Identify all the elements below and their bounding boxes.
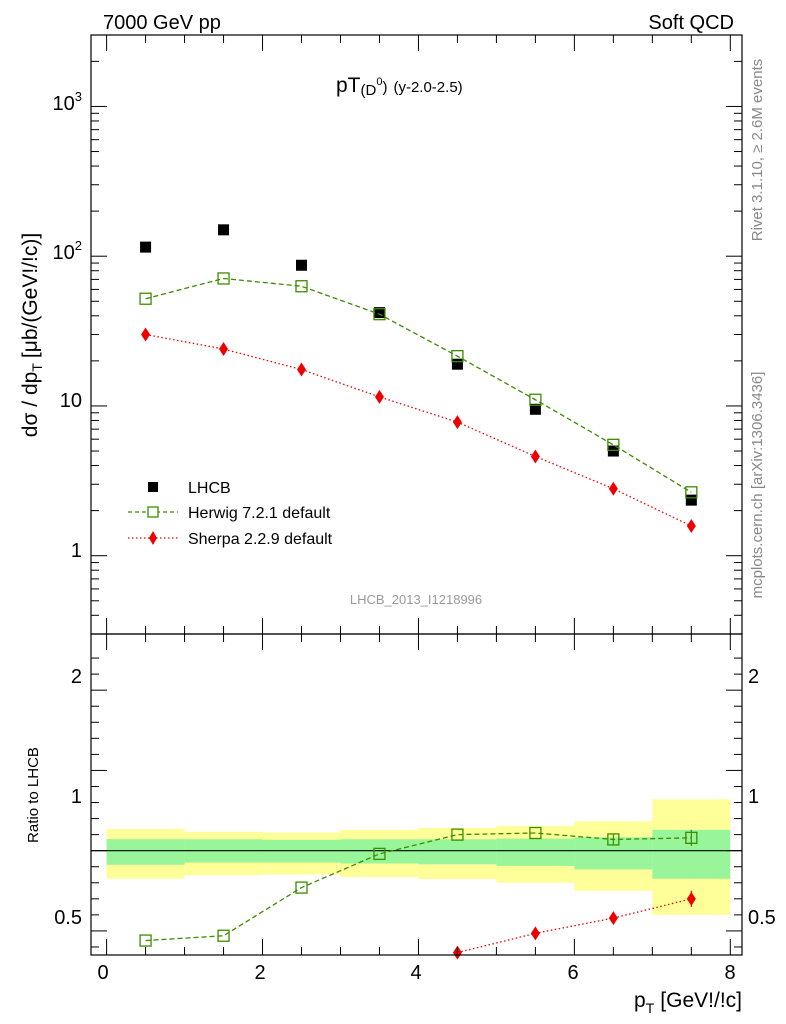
band-inner-0 bbox=[106, 839, 185, 865]
y-axis-label: dσ / dpT [μb/(GeV!/!c)] bbox=[19, 233, 45, 437]
x-tick-label-8: 8 bbox=[724, 962, 735, 984]
x-tick-label-4: 4 bbox=[410, 962, 421, 984]
lhcb-point-6 bbox=[607, 445, 619, 457]
ratio-tick-label-1-right: 1 bbox=[748, 786, 759, 808]
legend-label-sherpa: Sherpa 2.2.9 default bbox=[188, 531, 333, 548]
sherpa-point-3 bbox=[374, 389, 384, 404]
lhcb-point-5 bbox=[529, 403, 541, 415]
lhcb-point-0 bbox=[140, 241, 152, 253]
header-right: Soft QCD bbox=[648, 12, 734, 34]
x-tick-label-6: 6 bbox=[567, 962, 578, 984]
sherpa-point-2 bbox=[297, 362, 307, 377]
lhcb-point-4 bbox=[451, 358, 463, 370]
sherpa-point-7 bbox=[686, 518, 696, 533]
x-axis-label: pT [GeV!/!c] bbox=[634, 989, 742, 1016]
side-text-rivet: Rivet 3.1.10, ≥ 2.6M events bbox=[749, 59, 766, 242]
ratio-y-axis-label: Ratio to LHCB bbox=[25, 747, 42, 843]
legend-label-lhcb: LHCB bbox=[188, 480, 231, 497]
herwig-line bbox=[145, 277, 692, 493]
ylabel-main: dσ / dp bbox=[19, 372, 42, 438]
ratio-tick-label-2: 2 bbox=[71, 666, 82, 688]
ratio-tick-label-0.5-right: 0.5 bbox=[748, 907, 776, 929]
ratio-sherpa-point-3 bbox=[686, 891, 696, 906]
title-close: ) bbox=[382, 79, 387, 96]
y-tick-label-1: 1 bbox=[71, 540, 82, 562]
y-tick-label-1000: 103 bbox=[53, 89, 82, 115]
sherpa-point-5 bbox=[530, 449, 540, 464]
lhcb-point-7 bbox=[685, 494, 697, 506]
ratio-herwig-point-4 bbox=[451, 828, 464, 841]
band-inner-5 bbox=[496, 838, 575, 866]
lhcb-point-3 bbox=[373, 307, 385, 319]
sherpa-point-1 bbox=[219, 342, 229, 357]
ratio-tick-label-0.5: 0.5 bbox=[54, 907, 82, 929]
ratio-tick-label-1: 1 bbox=[71, 786, 82, 808]
ylabel-sub: T bbox=[29, 363, 45, 372]
ratio-herwig-point-3 bbox=[373, 847, 386, 861]
analysis-watermark: LHCB_2013_I1218996 bbox=[350, 592, 482, 607]
legend-marker-herwig bbox=[147, 506, 159, 518]
ratio-herwig-point-2 bbox=[295, 881, 308, 894]
sherpa-point-0 bbox=[141, 327, 151, 342]
herwig-point-0 bbox=[139, 292, 152, 305]
x-tick-label-2: 2 bbox=[254, 962, 265, 984]
title-main: pT bbox=[336, 74, 361, 97]
main-panel-data bbox=[139, 224, 698, 533]
ratio-herwig-point-7 bbox=[685, 831, 698, 844]
xlabel-sub: T bbox=[646, 1000, 655, 1016]
band-inner-4 bbox=[418, 839, 497, 865]
legend-label-herwig: Herwig 7.2.1 default bbox=[188, 505, 331, 522]
ratio-herwig-point-0 bbox=[139, 934, 152, 947]
sherpa-point-4 bbox=[452, 415, 462, 430]
header-left: 7000 GeV pp bbox=[103, 12, 221, 34]
herwig-point-4 bbox=[451, 350, 464, 363]
lhcb-point-1 bbox=[218, 224, 230, 236]
xlabel-unit: [GeV!/!c] bbox=[660, 989, 742, 1012]
title-sup: 0 bbox=[376, 76, 382, 88]
title-range: (y-2.0-2.5) bbox=[393, 79, 462, 96]
ratio-herwig-point-5 bbox=[529, 826, 542, 840]
herwig-point-6 bbox=[607, 438, 620, 451]
ylabel-unit: [μb/(GeV!/!c)] bbox=[19, 233, 42, 358]
ratio-sherpa-point-1 bbox=[530, 926, 540, 941]
xlabel-main: p bbox=[634, 989, 646, 1012]
ratio-frame bbox=[90, 633, 743, 956]
plot-title: pT(D0) (y-2.0-2.5) bbox=[336, 74, 463, 99]
axes bbox=[90, 34, 743, 956]
herwig-point-7 bbox=[685, 486, 698, 499]
x-tick-label-0: 0 bbox=[97, 962, 108, 984]
y-tick-label-100: 102 bbox=[53, 238, 82, 264]
ratio-tick-label-2-right: 2 bbox=[748, 666, 759, 688]
title-sub: (D bbox=[361, 82, 377, 99]
ratio-sherpa-point-2 bbox=[608, 911, 618, 926]
ratio-panel-data bbox=[139, 826, 698, 960]
herwig-point-2 bbox=[295, 280, 308, 293]
legend: LHCB Herwig 7.2.1 default Sherpa 2.2.9 d… bbox=[128, 480, 333, 548]
herwig-point-5 bbox=[529, 393, 542, 406]
lhcb-point-2 bbox=[296, 259, 308, 271]
herwig-point-3 bbox=[373, 308, 386, 321]
ratio-herwig-point-6 bbox=[607, 833, 620, 846]
ratio-sherpa-line bbox=[457, 898, 692, 954]
side-text-mcplots: mcplots.cern.ch [arXiv:1306.3436] bbox=[749, 372, 766, 599]
sherpa-point-6 bbox=[608, 481, 618, 496]
sherpa-line bbox=[145, 333, 692, 527]
legend-marker-lhcb bbox=[148, 482, 158, 492]
ratio-herwig-point-1 bbox=[217, 929, 230, 942]
ratio-uncertainty-bands bbox=[91, 799, 742, 915]
herwig-point-1 bbox=[217, 272, 230, 285]
legend-marker-sherpa bbox=[149, 531, 157, 545]
y-tick-label-10: 10 bbox=[60, 390, 82, 412]
